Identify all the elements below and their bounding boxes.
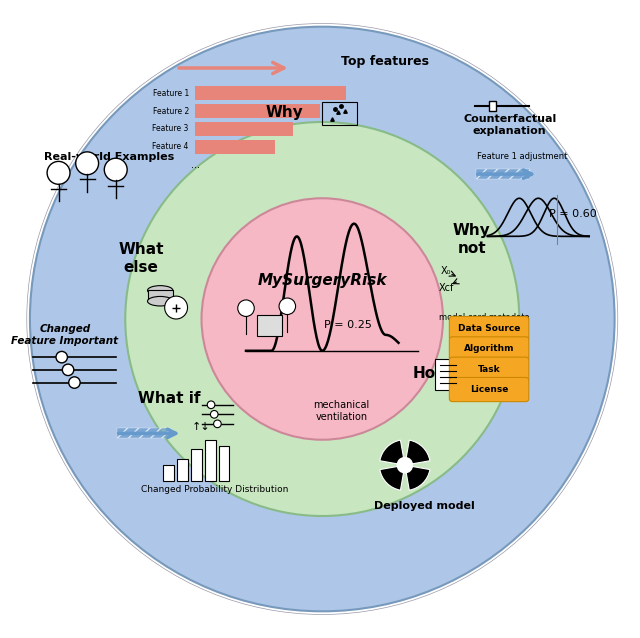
Wedge shape <box>380 440 405 465</box>
Text: P = 0.25: P = 0.25 <box>324 320 372 330</box>
Ellipse shape <box>147 286 173 295</box>
Bar <box>205 440 216 481</box>
Text: Why
not: Why not <box>452 223 490 256</box>
Bar <box>323 102 357 124</box>
Text: ↑↓: ↑↓ <box>192 422 211 432</box>
FancyBboxPatch shape <box>449 378 529 401</box>
Text: Why: Why <box>265 105 303 120</box>
Bar <box>177 459 188 481</box>
Bar <box>191 449 202 481</box>
Circle shape <box>211 410 218 418</box>
Text: Feature 4: Feature 4 <box>152 142 189 151</box>
Text: Counterfactual
explanation: Counterfactual explanation <box>463 114 556 136</box>
Text: What
else: What else <box>118 242 164 275</box>
Circle shape <box>164 296 188 319</box>
Circle shape <box>104 158 127 181</box>
Text: Feature 1: Feature 1 <box>152 89 189 98</box>
FancyBboxPatch shape <box>449 357 529 382</box>
Text: Real-world Examples: Real-world Examples <box>44 152 175 162</box>
Wedge shape <box>380 465 405 490</box>
FancyArrowPatch shape <box>477 170 532 178</box>
Wedge shape <box>405 440 430 465</box>
Text: Feature 3: Feature 3 <box>152 124 189 133</box>
Circle shape <box>76 152 99 175</box>
FancyBboxPatch shape <box>257 315 282 336</box>
Text: Xcf: Xcf <box>438 283 454 293</box>
FancyArrowPatch shape <box>118 429 176 438</box>
Text: X₀: X₀ <box>441 266 451 276</box>
Text: Changed
Feature Important: Changed Feature Important <box>12 324 118 346</box>
Text: Data Source: Data Source <box>458 324 520 333</box>
FancyBboxPatch shape <box>195 86 346 100</box>
Bar <box>220 446 230 481</box>
Circle shape <box>125 122 519 516</box>
FancyBboxPatch shape <box>476 169 530 179</box>
Ellipse shape <box>147 297 173 306</box>
FancyBboxPatch shape <box>435 359 460 390</box>
FancyBboxPatch shape <box>195 104 320 118</box>
Circle shape <box>202 198 443 440</box>
Text: Feature 2: Feature 2 <box>152 107 189 115</box>
Circle shape <box>68 377 80 389</box>
Text: Deployed model: Deployed model <box>374 501 474 512</box>
Text: Algorithm: Algorithm <box>464 345 515 353</box>
Text: mechanical
ventilation: mechanical ventilation <box>313 400 369 422</box>
Text: How: How <box>413 366 450 380</box>
FancyBboxPatch shape <box>449 337 529 361</box>
Text: What if: What if <box>138 391 201 406</box>
Text: P = 0.60: P = 0.60 <box>549 209 597 219</box>
Bar <box>163 465 173 481</box>
Circle shape <box>397 457 413 473</box>
Circle shape <box>207 401 215 408</box>
Text: MySurgeryRisk: MySurgeryRisk <box>257 273 387 288</box>
Circle shape <box>30 27 614 611</box>
Circle shape <box>56 352 67 363</box>
Text: Task: Task <box>478 365 500 374</box>
Text: model card metadata: model card metadata <box>439 313 530 322</box>
Circle shape <box>214 420 221 427</box>
Text: Feature 1 adjustment: Feature 1 adjustment <box>477 152 568 161</box>
FancyBboxPatch shape <box>195 122 293 136</box>
Circle shape <box>62 364 74 376</box>
Wedge shape <box>405 465 430 490</box>
Circle shape <box>237 300 254 316</box>
Text: License: License <box>470 385 508 394</box>
Text: Top features: Top features <box>341 55 429 68</box>
Bar <box>489 101 497 111</box>
FancyBboxPatch shape <box>449 316 529 341</box>
Circle shape <box>279 298 296 315</box>
Bar <box>147 290 173 301</box>
Circle shape <box>47 161 70 184</box>
Text: ...: ... <box>191 160 200 170</box>
Text: Changed Probability Distribution: Changed Probability Distribution <box>141 485 288 494</box>
FancyBboxPatch shape <box>117 428 171 438</box>
FancyBboxPatch shape <box>195 140 275 154</box>
